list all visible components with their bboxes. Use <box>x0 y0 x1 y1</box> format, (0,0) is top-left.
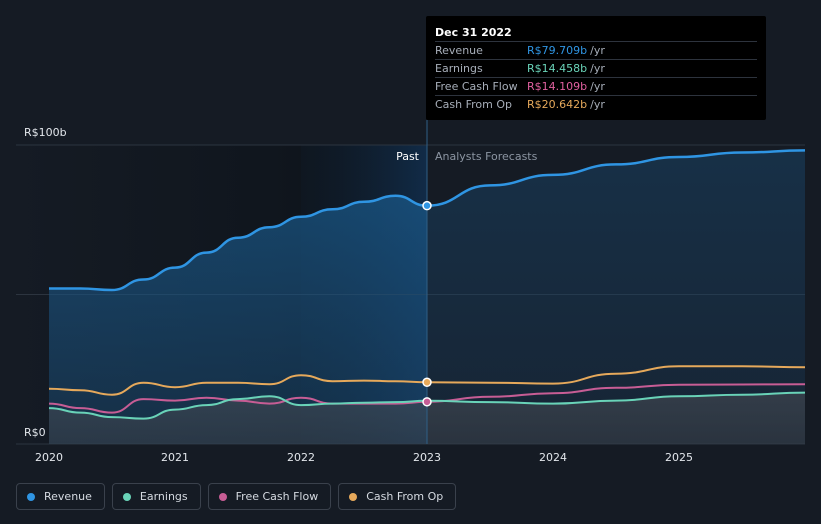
tooltip-value-revenue: R$79.709b <box>527 44 588 57</box>
tooltip-row-revenue: Revenue R$79.709b /yr <box>435 41 757 59</box>
tooltip-unit: /yr <box>590 62 605 75</box>
series-line-earnings <box>48 391 806 420</box>
marker-cash-from-op <box>422 377 432 388</box>
y-axis-label-min: R$0 <box>24 426 46 439</box>
legend-label: Revenue <box>44 490 92 503</box>
legend-dot-icon <box>218 492 227 501</box>
tooltip-unit: /yr <box>590 44 605 57</box>
tooltip-value-free-cash-flow: R$14.109b <box>527 80 588 93</box>
forecast-label: Analysts Forecasts <box>435 150 538 163</box>
legend-item-revenue[interactable]: Revenue <box>16 483 105 510</box>
legend-dot-icon <box>122 492 131 501</box>
tooltip-label: Cash From Op <box>435 98 513 111</box>
x-tick-label-2020: 2020 <box>35 451 63 464</box>
tooltip-value-cash-from-op: R$20.642b <box>527 98 588 111</box>
x-tick-label-2022: 2022 <box>287 451 315 464</box>
series-line-cash-from-op <box>48 365 806 396</box>
x-tick-label-2024: 2024 <box>539 451 567 464</box>
legend-label: Free Cash Flow <box>235 490 319 503</box>
tooltip-unit: /yr <box>590 80 605 93</box>
y-axis-label-max: R$100b <box>24 126 67 139</box>
legend-label: Cash From Op <box>366 490 444 503</box>
legend-label: Earnings <box>139 490 188 503</box>
legend-dot-icon <box>27 492 35 501</box>
chart-legend: Revenue Earnings Free Cash Flow Cash Fro… <box>16 483 457 510</box>
tooltip-label: Earnings <box>435 62 483 75</box>
legend-item-free-cash-flow[interactable]: Free Cash Flow <box>207 483 332 510</box>
legend-item-earnings[interactable]: Earnings <box>111 483 201 510</box>
tooltip-row-earnings: Earnings R$14.458b /yr <box>435 59 757 77</box>
x-tick-label-2025: 2025 <box>665 451 693 464</box>
marker-free-cash-flow <box>422 397 432 407</box>
past-label: Past <box>396 150 420 163</box>
tooltip-value-earnings: R$14.458b <box>527 62 588 75</box>
x-tick-label-2021: 2021 <box>161 451 189 464</box>
tooltip-label: Revenue <box>435 44 483 57</box>
x-tick-label-2023: 2023 <box>413 451 441 464</box>
legend-dot-icon <box>349 492 358 501</box>
tooltip-date: Dec 31 2022 <box>435 26 512 39</box>
tooltip-label: Free Cash Flow <box>435 80 518 93</box>
legend-item-cash-from-op[interactable]: Cash From Op <box>338 483 457 510</box>
revenue-area-forecast <box>427 150 805 444</box>
tooltip-row-free-cash-flow: Free Cash Flow R$14.109b /yr <box>435 77 757 95</box>
tooltip-row-cash-from-op: Cash From Op R$20.642b /yr <box>435 95 757 113</box>
tooltip-unit: /yr <box>590 98 605 111</box>
marker-revenue <box>422 200 432 211</box>
series-line-revenue <box>49 149 806 292</box>
data-tooltip: Dec 31 2022 Revenue R$79.709b /yr Earnin… <box>426 16 766 120</box>
